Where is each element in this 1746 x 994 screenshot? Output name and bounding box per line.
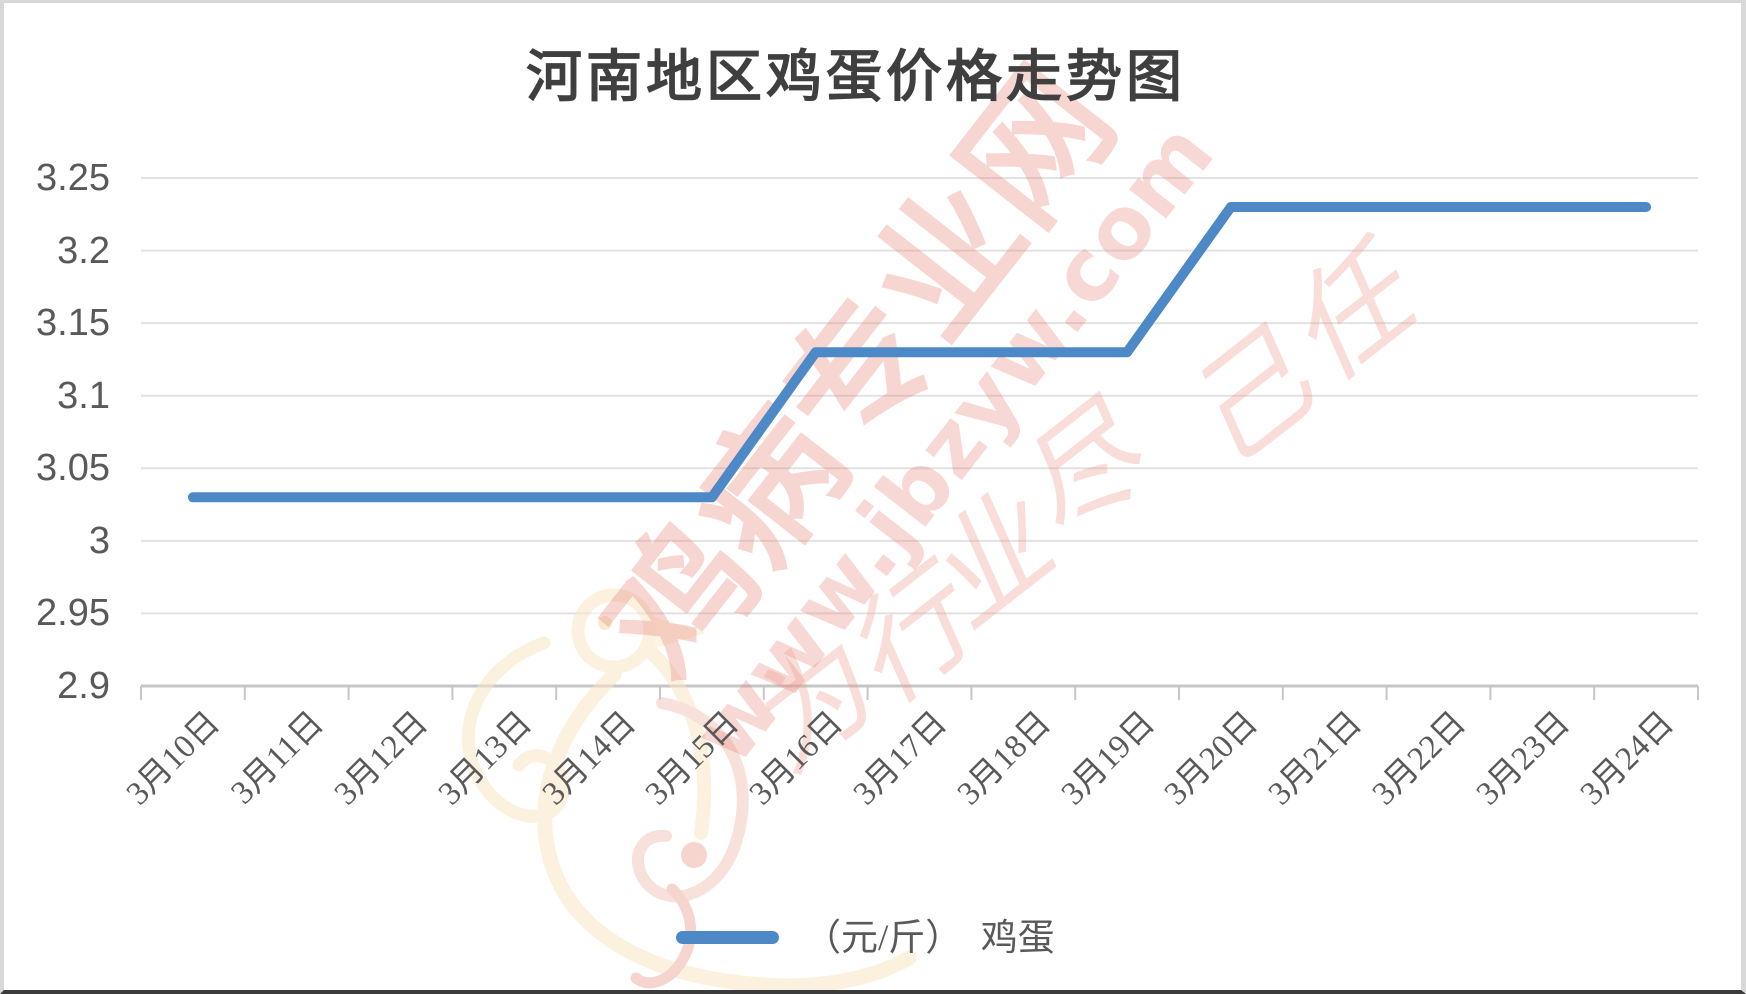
- x-axis-label: 3月11日: [224, 705, 332, 812]
- x-axis-label: 3月10日: [120, 705, 228, 813]
- x-axis-label: 3月24日: [1573, 705, 1681, 813]
- y-axis-label: 3.25: [36, 157, 110, 199]
- x-axis-label: 3月19日: [1054, 705, 1162, 813]
- legend: （元/斤） 鸡蛋: [4, 918, 1741, 971]
- legend-label: （元/斤） 鸡蛋: [804, 918, 1055, 959]
- chart-title: 河南地区鸡蛋价格走势图: [526, 47, 1186, 109]
- y-axis-label: 3.05: [36, 447, 110, 490]
- y-axis-label: 3.1: [57, 374, 110, 417]
- y-axis-label: 3: [88, 519, 110, 562]
- x-axis-label: 3月12日: [327, 705, 435, 813]
- legend-line-swatch: [676, 931, 779, 944]
- x-axis-label: 3月14日: [535, 705, 643, 813]
- y-axis-label: 3.2: [57, 229, 110, 272]
- bird-accent-dot: [681, 842, 707, 868]
- y-axis-label: 3.15: [36, 302, 110, 345]
- y-axis-label: 2.9: [57, 665, 110, 707]
- x-axis-label: 3月22日: [1365, 705, 1473, 813]
- x-axis-label: 3月23日: [1469, 705, 1577, 813]
- x-axis-label: 3月18日: [950, 705, 1058, 813]
- x-axis-label: 3月21日: [1262, 705, 1370, 813]
- x-axis-label: 3月13日: [431, 705, 539, 813]
- y-axis-label: 2.95: [36, 592, 110, 635]
- x-axis-label: 3月20日: [1158, 705, 1266, 813]
